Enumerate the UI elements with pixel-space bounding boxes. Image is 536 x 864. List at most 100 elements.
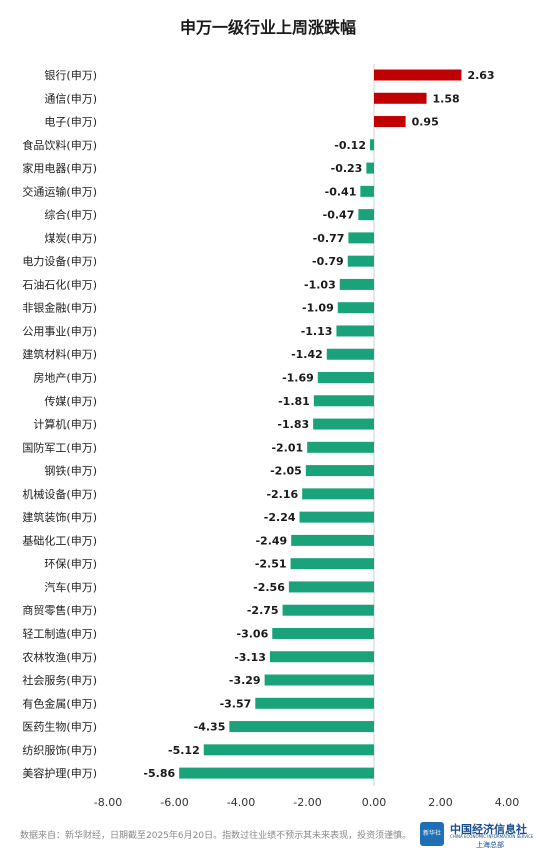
data-label: -2.49 (255, 534, 287, 547)
category-label: 有色金属(申万) (22, 696, 97, 710)
bar-negative (313, 418, 374, 430)
bar-negative (272, 627, 374, 639)
category-label: 非银金融(申万) (22, 301, 97, 315)
data-label: -4.35 (194, 721, 226, 734)
category-label: 石油石化(申万) (22, 277, 97, 291)
category-label: 食品饮料(申万) (22, 138, 97, 152)
data-label: -2.24 (264, 511, 296, 524)
x-tick-label: -6.00 (160, 796, 188, 809)
bar-negative (358, 209, 374, 221)
x-tick-label: 2.00 (428, 796, 453, 809)
data-label: -0.12 (334, 139, 366, 152)
data-label: 2.63 (467, 69, 494, 82)
data-label: -1.69 (282, 372, 314, 385)
xinhua-badge-icon: 新华社 (420, 822, 444, 846)
bar-negative (317, 372, 374, 384)
category-label: 商贸零售(申万) (22, 603, 97, 617)
category-label: 钢铁(申万) (44, 465, 97, 478)
category-label: 汽车(申万) (44, 580, 97, 594)
bar-negative (288, 581, 374, 593)
logo-subtitle: CHINA ECONOMIC INFORMATION SERVICE (450, 834, 534, 839)
category-label: 银行(申万) (44, 68, 97, 82)
data-label: -1.03 (304, 278, 336, 291)
bar-positive (374, 116, 406, 128)
category-label: 公用事业(申万) (22, 325, 97, 338)
bar-negative (264, 674, 374, 686)
bar-negative (313, 395, 374, 407)
x-tick-label: -2.00 (293, 796, 321, 809)
category-label: 机械设备(申万) (22, 487, 97, 501)
data-label: -0.23 (331, 162, 363, 175)
category-label: 建筑材料(申万) (22, 347, 97, 361)
data-label: -5.86 (143, 767, 175, 780)
bar-negative (291, 534, 374, 546)
data-label: -1.09 (302, 302, 334, 315)
footer-source-note: 数据来自：新华财经，日期截至2025年6月20日。指数过往业绩不预示其未来表现，… (20, 831, 412, 841)
logo-name: 中国经济信息社 (450, 823, 527, 836)
bar-negative (269, 651, 374, 663)
bar-negative (307, 441, 374, 453)
data-label: -3.57 (220, 697, 252, 710)
data-label: -0.41 (325, 185, 357, 198)
bar-negative (305, 465, 374, 477)
bar-negative (326, 348, 374, 360)
data-label: -2.56 (253, 581, 285, 594)
category-label: 纺织服饰(申万) (22, 743, 97, 757)
bar-negative (347, 255, 374, 267)
bar-negative (339, 278, 374, 290)
data-label: -3.29 (229, 674, 261, 687)
bar-negative (360, 185, 374, 197)
category-label: 家用电器(申万) (22, 161, 97, 175)
bar-positive (374, 69, 462, 81)
bar-negative (255, 697, 374, 709)
data-label: -3.06 (237, 627, 269, 640)
x-tick-label: -8.00 (94, 796, 122, 809)
category-label: 环保(申万) (44, 557, 97, 571)
data-label: -0.47 (323, 209, 355, 222)
data-label: -2.05 (270, 465, 302, 478)
category-label: 交通运输(申万) (22, 184, 97, 198)
x-tick-label: -4.00 (227, 796, 255, 809)
data-label: -2.16 (266, 488, 298, 501)
category-label: 综合(申万) (44, 208, 97, 222)
data-label: -3.13 (234, 651, 266, 664)
data-label: -2.75 (247, 604, 279, 617)
data-label: -1.42 (291, 348, 323, 361)
data-label: -2.51 (255, 558, 287, 571)
category-label: 传媒(申万) (44, 395, 97, 408)
bar-negative (229, 721, 374, 733)
data-label: -5.12 (168, 744, 200, 757)
data-label: -0.77 (313, 232, 345, 245)
category-label: 通信(申万) (44, 92, 97, 105)
data-label: -2.01 (271, 441, 303, 454)
category-label: 社会服务(申万) (22, 673, 97, 687)
category-label: 电力设备(申万) (22, 254, 97, 268)
category-label: 农林牧渔(申万) (22, 650, 97, 664)
data-label: -1.13 (301, 325, 333, 338)
category-label: 医药生物(申万) (22, 720, 97, 734)
bar-negative (348, 232, 374, 244)
category-label: 煤炭(申万) (44, 232, 97, 245)
bar-negative (370, 139, 374, 151)
data-label: -1.81 (278, 395, 310, 408)
bar-chart: 银行(申万) 2.63 通信(申万) 1.58 电子(申万) 0.95 食品饮料(申万) -0… (22, 64, 520, 809)
category-label: 计算机(申万) (33, 417, 97, 431)
x-tick-label: 4.00 (495, 796, 520, 809)
category-label: 建筑装饰(申万) (22, 510, 97, 524)
bar-negative (290, 558, 374, 570)
category-label: 国防军工(申万) (22, 440, 97, 454)
data-label: 0.95 (412, 116, 439, 129)
category-label: 美容护理(申万) (22, 766, 97, 780)
bar-negative (366, 162, 374, 174)
bar-negative (299, 511, 374, 523)
category-label: 电子(申万) (44, 116, 97, 129)
category-label: 房地产(申万) (33, 371, 97, 385)
data-label: -0.79 (312, 255, 344, 268)
data-label: 1.58 (433, 92, 460, 105)
bar-negative (282, 604, 374, 616)
bar-negative (302, 488, 374, 500)
bar-positive (374, 92, 427, 104)
bar-negative (336, 325, 374, 337)
chart-title: 申万一级行业上周涨跌幅 (179, 18, 356, 37)
publisher-logo: 新华社 中国经济信息社 CHINA ECONOMIC INFORMATION S… (420, 820, 534, 850)
